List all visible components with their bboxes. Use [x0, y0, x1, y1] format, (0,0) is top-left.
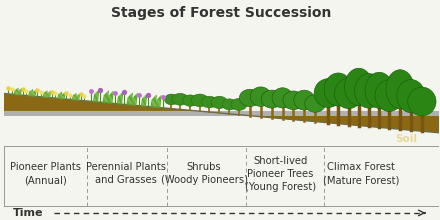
Ellipse shape	[211, 96, 227, 108]
Text: Shrubs
(Woody Pioneers): Shrubs (Woody Pioneers)	[161, 162, 248, 185]
Ellipse shape	[408, 87, 436, 116]
Ellipse shape	[294, 90, 315, 110]
Ellipse shape	[283, 91, 304, 110]
Ellipse shape	[365, 72, 393, 108]
Ellipse shape	[386, 70, 414, 109]
Ellipse shape	[334, 78, 363, 109]
Polygon shape	[4, 94, 439, 133]
Ellipse shape	[397, 79, 425, 113]
Ellipse shape	[261, 90, 282, 108]
Ellipse shape	[172, 93, 188, 105]
Ellipse shape	[165, 94, 179, 105]
Ellipse shape	[222, 99, 237, 110]
Text: Perennial Plants
and Grasses: Perennial Plants and Grasses	[86, 162, 166, 185]
Ellipse shape	[305, 95, 326, 112]
Ellipse shape	[355, 73, 383, 108]
Ellipse shape	[314, 79, 342, 108]
Ellipse shape	[272, 88, 293, 108]
Ellipse shape	[231, 99, 247, 110]
Ellipse shape	[183, 95, 198, 106]
Text: Short-lived
Pioneer Trees
(Young Forest): Short-lived Pioneer Trees (Young Forest)	[245, 156, 316, 192]
Ellipse shape	[202, 96, 217, 108]
Text: Time: Time	[12, 208, 43, 218]
Ellipse shape	[250, 87, 271, 106]
Ellipse shape	[345, 68, 373, 106]
Text: Climax Forest
(Mature Forest): Climax Forest (Mature Forest)	[323, 162, 399, 185]
Ellipse shape	[191, 94, 209, 107]
Text: Pioneer Plants
(Annual): Pioneer Plants (Annual)	[10, 162, 81, 185]
Ellipse shape	[375, 80, 403, 112]
Text: Soil: Soil	[396, 134, 418, 144]
Polygon shape	[4, 111, 439, 116]
Text: Stages of Forest Succession: Stages of Forest Succession	[111, 6, 332, 20]
Ellipse shape	[239, 89, 260, 106]
Ellipse shape	[324, 73, 352, 106]
